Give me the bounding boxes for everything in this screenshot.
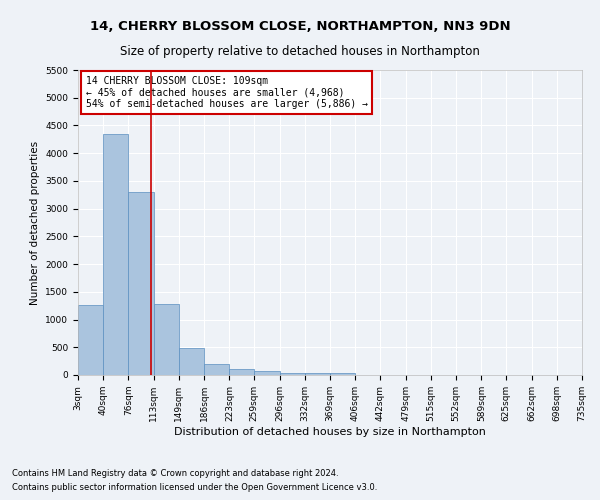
Y-axis label: Number of detached properties: Number of detached properties <box>30 140 40 304</box>
Text: Size of property relative to detached houses in Northampton: Size of property relative to detached ho… <box>120 45 480 58</box>
X-axis label: Distribution of detached houses by size in Northampton: Distribution of detached houses by size … <box>174 426 486 436</box>
Text: Contains HM Land Registry data © Crown copyright and database right 2024.: Contains HM Land Registry data © Crown c… <box>12 468 338 477</box>
Bar <box>330 373 355 375</box>
Bar <box>128 192 154 375</box>
Bar <box>103 134 128 375</box>
Text: 14 CHERRY BLOSSOM CLOSE: 109sqm
← 45% of detached houses are smaller (4,968)
54%: 14 CHERRY BLOSSOM CLOSE: 109sqm ← 45% of… <box>86 76 368 110</box>
Bar <box>78 304 103 375</box>
Bar <box>204 364 229 375</box>
Bar <box>179 348 204 375</box>
Text: 14, CHERRY BLOSSOM CLOSE, NORTHAMPTON, NN3 9DN: 14, CHERRY BLOSSOM CLOSE, NORTHAMPTON, N… <box>89 20 511 33</box>
Bar <box>305 372 330 375</box>
Bar <box>154 304 179 375</box>
Text: Contains public sector information licensed under the Open Government Licence v3: Contains public sector information licen… <box>12 484 377 492</box>
Bar <box>280 372 305 375</box>
Bar <box>229 370 254 375</box>
Bar <box>254 371 280 375</box>
